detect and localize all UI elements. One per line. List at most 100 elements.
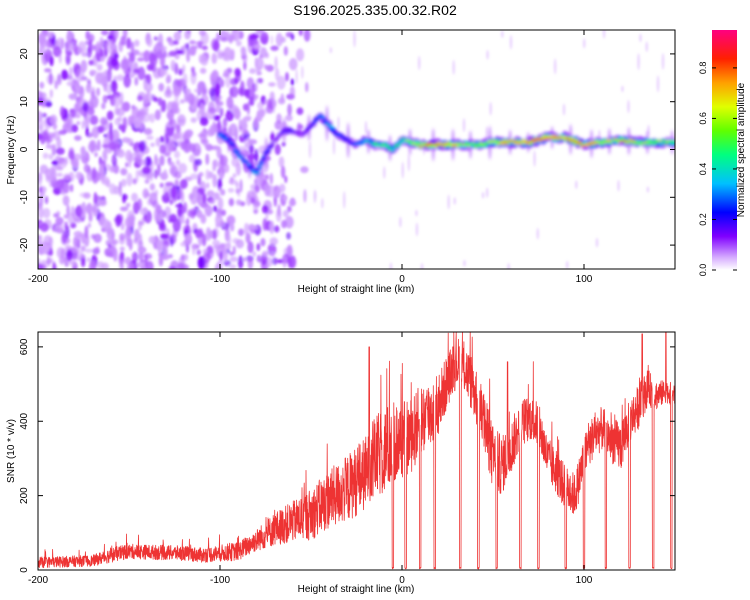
heatmap-cell xyxy=(86,257,91,263)
heatmap-cell xyxy=(578,141,583,144)
heatmap-cell xyxy=(449,143,454,145)
heatmap-cell xyxy=(164,133,169,138)
heatmap-cell xyxy=(165,85,171,96)
heatmap-cell xyxy=(288,199,297,207)
heatmap-cell xyxy=(88,212,93,223)
heatmap-cell xyxy=(637,143,642,145)
heatmap-cell xyxy=(349,143,353,145)
heatmap-cell xyxy=(38,32,47,45)
heatmap-cell xyxy=(259,31,269,45)
heatmap-cell xyxy=(110,239,119,245)
heatmap-cell xyxy=(53,186,62,195)
heatmap-cell xyxy=(281,219,287,229)
heatmap-cell xyxy=(242,129,249,135)
heatmap-cell xyxy=(275,32,283,47)
heatmap-cell xyxy=(261,156,266,159)
heatmap-cell xyxy=(478,142,482,144)
heatmap-cell xyxy=(119,233,125,241)
heatmap-cell xyxy=(142,101,149,116)
x-tick-label: 100 xyxy=(576,274,593,285)
heatmap-cell xyxy=(97,125,105,134)
heatmap-cell xyxy=(672,140,675,143)
heatmap-cell xyxy=(83,163,90,173)
y-tick-label: 0 xyxy=(19,567,30,573)
heatmap-cell xyxy=(160,233,169,240)
heatmap-cell xyxy=(74,135,82,141)
heatmap-cell xyxy=(390,150,395,152)
heatmap-cell xyxy=(174,179,180,187)
heatmap-cell xyxy=(238,228,244,237)
heatmap-cell xyxy=(63,118,70,124)
heatmap-cell xyxy=(194,158,202,166)
heatmap-cell xyxy=(49,72,53,86)
heatmap-cell xyxy=(99,36,104,49)
heatmap-cell xyxy=(94,152,98,158)
heatmap-x-label: Height of straight line (km) xyxy=(298,284,415,295)
heatmap-cell xyxy=(54,80,58,90)
heatmap-cell xyxy=(126,37,132,50)
heatmap-cell xyxy=(158,33,164,48)
heatmap-cell xyxy=(77,253,86,259)
heatmap-cell xyxy=(212,174,218,188)
heatmap-cell xyxy=(303,131,307,133)
heatmap-cell xyxy=(340,136,345,138)
heatmap-cell xyxy=(242,257,247,262)
heatmap-cell xyxy=(188,154,196,163)
heatmap-cell xyxy=(509,35,513,50)
heatmap-cell xyxy=(75,171,83,180)
heatmap-cell xyxy=(292,131,297,133)
heatmap-cell xyxy=(515,143,519,145)
heatmap-cell xyxy=(116,116,123,122)
x-tick-label: 100 xyxy=(576,575,593,586)
colorbar: 0.0 0.2 0.4 0.6 0.8 Normalized spectral ampl… xyxy=(698,30,747,276)
heatmap-cell xyxy=(208,101,215,112)
heatmap-cell xyxy=(81,120,85,130)
heatmap-cell xyxy=(256,66,259,74)
heatmap-cell xyxy=(100,56,105,62)
heatmap-cell xyxy=(628,138,633,141)
heatmap-cell xyxy=(202,248,209,254)
heatmap-cell xyxy=(109,122,113,135)
heatmap-cell xyxy=(248,144,254,155)
heatmap-cell xyxy=(410,143,414,145)
heatmap-cell xyxy=(130,41,135,54)
heatmap-cell xyxy=(661,140,666,143)
heatmap-cell xyxy=(256,254,261,263)
heatmap-cell xyxy=(244,160,249,162)
heatmap-cell xyxy=(153,169,158,179)
heatmap-cell xyxy=(373,142,377,144)
heatmap-cell xyxy=(144,192,150,197)
heatmap-cell xyxy=(107,243,112,248)
heatmap-cell xyxy=(665,140,670,142)
heatmap-cell xyxy=(180,141,186,150)
heatmap-cell xyxy=(338,133,342,136)
heatmap-x-axis: -200 -100 0 100 xyxy=(28,30,593,285)
heatmap-cell xyxy=(519,140,524,142)
heatmap-cell xyxy=(248,139,258,145)
heatmap-cell xyxy=(298,30,304,37)
heatmap-cell xyxy=(59,256,65,265)
heatmap-cell xyxy=(162,64,169,71)
heatmap-cell xyxy=(565,260,569,269)
heatmap-cell xyxy=(48,175,52,188)
heatmap-cell xyxy=(242,52,248,64)
heatmap-cell xyxy=(136,94,143,102)
heatmap-cell xyxy=(163,49,167,59)
heatmap-cell xyxy=(353,143,358,146)
heatmap-cell xyxy=(669,143,675,146)
heatmap-cell xyxy=(270,35,274,45)
heatmap-cell xyxy=(506,143,511,145)
heatmap-cell xyxy=(227,235,232,245)
heatmap-cell xyxy=(213,192,220,201)
heatmap-cell xyxy=(346,140,352,143)
heatmap-cell xyxy=(95,246,100,254)
heatmap-cell xyxy=(255,30,258,35)
heatmap-cell xyxy=(52,130,61,141)
heatmap-cell xyxy=(141,166,151,175)
heatmap-cell xyxy=(330,128,337,133)
heatmap-cell xyxy=(122,116,128,130)
heatmap-cell xyxy=(163,244,169,258)
heatmap-cell xyxy=(323,118,327,120)
heatmap-cell xyxy=(246,163,251,165)
heatmap-cell xyxy=(189,40,196,45)
